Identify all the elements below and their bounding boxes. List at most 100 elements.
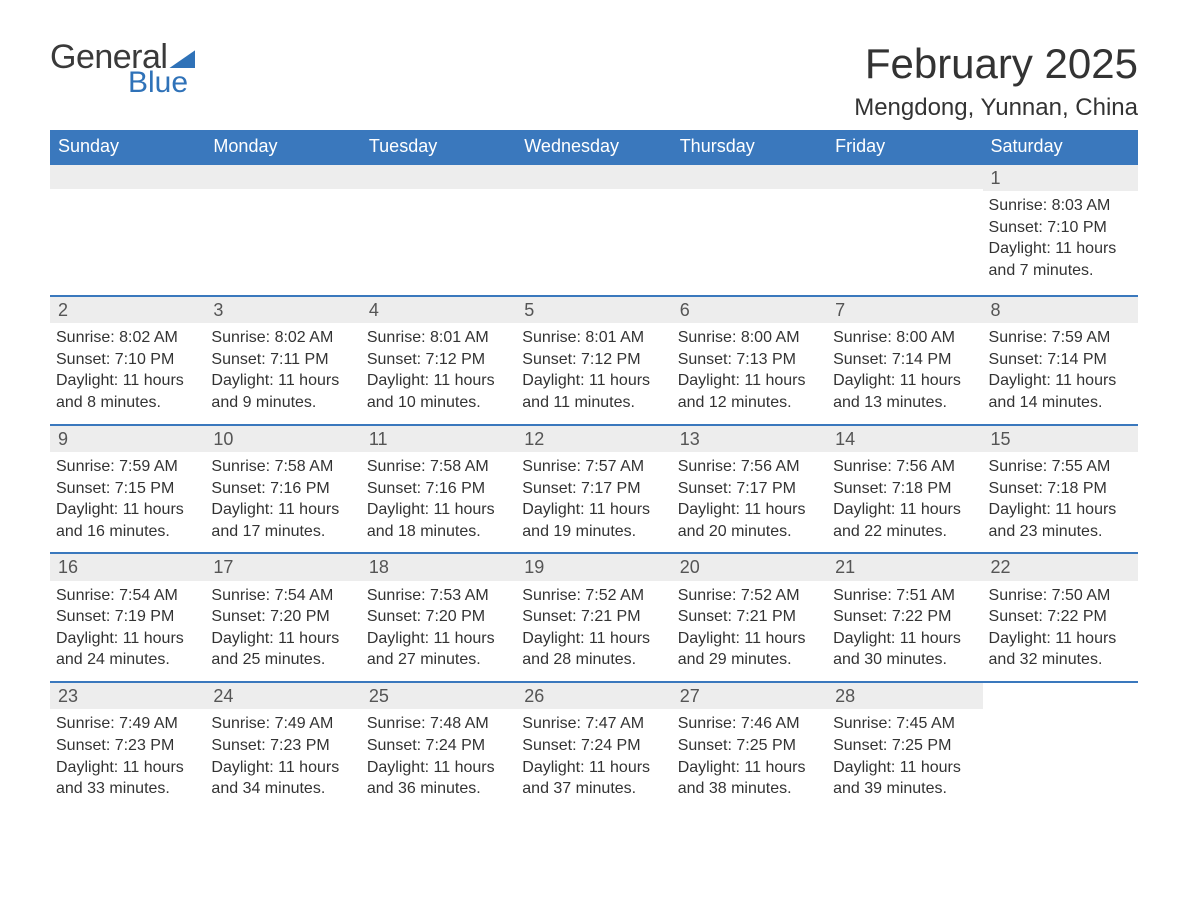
day-cell <box>50 165 205 295</box>
sunset-line: Sunset: 7:11 PM <box>211 349 354 371</box>
day-number-bar <box>672 165 827 189</box>
day-number: 10 <box>205 426 241 452</box>
week-row: 1Sunrise: 8:03 AMSunset: 7:10 PMDaylight… <box>50 163 1138 295</box>
day-number-bar: 23 <box>50 683 205 709</box>
daylight-line: Daylight: 11 hours and 13 minutes. <box>833 370 976 413</box>
day-number: 21 <box>827 554 863 580</box>
sunrise-line: Sunrise: 7:54 AM <box>211 585 354 607</box>
day-number-bar <box>827 165 982 189</box>
daylight-line: Daylight: 11 hours and 17 minutes. <box>211 499 354 542</box>
sunrise-line: Sunrise: 8:02 AM <box>211 327 354 349</box>
day-number: 18 <box>361 554 397 580</box>
daylight-line: Daylight: 11 hours and 23 minutes. <box>989 499 1132 542</box>
week-row: 23Sunrise: 7:49 AMSunset: 7:23 PMDayligh… <box>50 681 1138 810</box>
logo-text-blue: Blue <box>128 68 195 98</box>
day-cell <box>827 165 982 295</box>
daylight-line: Daylight: 11 hours and 39 minutes. <box>833 757 976 800</box>
daylight-line: Daylight: 11 hours and 12 minutes. <box>678 370 821 413</box>
daylight-line: Daylight: 11 hours and 20 minutes. <box>678 499 821 542</box>
sunset-line: Sunset: 7:16 PM <box>367 478 510 500</box>
day-number-bar: 20 <box>672 554 827 580</box>
day-number: 11 <box>361 426 396 452</box>
logo: General Blue <box>50 40 195 98</box>
sunset-line: Sunset: 7:16 PM <box>211 478 354 500</box>
daylight-line: Daylight: 11 hours and 16 minutes. <box>56 499 199 542</box>
day-cell: 27Sunrise: 7:46 AMSunset: 7:25 PMDayligh… <box>672 683 827 810</box>
day-cell <box>983 683 1138 810</box>
day-number-bar: 12 <box>516 426 671 452</box>
day-number: 28 <box>827 683 863 709</box>
week-row: 9Sunrise: 7:59 AMSunset: 7:15 PMDaylight… <box>50 424 1138 553</box>
day-cell: 17Sunrise: 7:54 AMSunset: 7:20 PMDayligh… <box>205 554 360 681</box>
daylight-line: Daylight: 11 hours and 18 minutes. <box>367 499 510 542</box>
day-number-bar: 14 <box>827 426 982 452</box>
daylight-line: Daylight: 11 hours and 37 minutes. <box>522 757 665 800</box>
location-subtitle: Mengdong, Yunnan, China <box>854 94 1138 122</box>
daylight-line: Daylight: 11 hours and 36 minutes. <box>367 757 510 800</box>
day-cell: 1Sunrise: 8:03 AMSunset: 7:10 PMDaylight… <box>983 165 1138 295</box>
page-header: General Blue February 2025 Mengdong, Yun… <box>50 40 1138 122</box>
daylight-line: Daylight: 11 hours and 33 minutes. <box>56 757 199 800</box>
sunrise-line: Sunrise: 7:49 AM <box>56 713 199 735</box>
sunset-line: Sunset: 7:20 PM <box>211 606 354 628</box>
daylight-line: Daylight: 11 hours and 29 minutes. <box>678 628 821 671</box>
daylight-line: Daylight: 11 hours and 30 minutes. <box>833 628 976 671</box>
sunset-line: Sunset: 7:12 PM <box>367 349 510 371</box>
sunset-line: Sunset: 7:12 PM <box>522 349 665 371</box>
day-number-bar <box>516 165 671 189</box>
day-number-bar: 22 <box>983 554 1138 580</box>
day-number-bar: 10 <box>205 426 360 452</box>
sunrise-line: Sunrise: 7:47 AM <box>522 713 665 735</box>
day-cell: 7Sunrise: 8:00 AMSunset: 7:14 PMDaylight… <box>827 297 982 424</box>
calendar: SundayMondayTuesdayWednesdayThursdayFrid… <box>50 130 1138 810</box>
day-number-bar: 1 <box>983 165 1138 191</box>
day-cell: 18Sunrise: 7:53 AMSunset: 7:20 PMDayligh… <box>361 554 516 681</box>
weekday-header-cell: Wednesday <box>516 130 671 163</box>
sunrise-line: Sunrise: 7:55 AM <box>989 456 1132 478</box>
weekday-header-cell: Friday <box>827 130 982 163</box>
sunset-line: Sunset: 7:23 PM <box>56 735 199 757</box>
day-cell: 28Sunrise: 7:45 AMSunset: 7:25 PMDayligh… <box>827 683 982 810</box>
weekday-header-cell: Thursday <box>672 130 827 163</box>
day-number-bar: 9 <box>50 426 205 452</box>
day-number-bar: 5 <box>516 297 671 323</box>
day-number-bar: 13 <box>672 426 827 452</box>
day-number-bar: 3 <box>205 297 360 323</box>
sunrise-line: Sunrise: 8:00 AM <box>833 327 976 349</box>
day-number-bar: 26 <box>516 683 671 709</box>
day-cell <box>672 165 827 295</box>
day-cell: 20Sunrise: 7:52 AMSunset: 7:21 PMDayligh… <box>672 554 827 681</box>
sunrise-line: Sunrise: 7:50 AM <box>989 585 1132 607</box>
day-number: 26 <box>516 683 552 709</box>
month-title: February 2025 <box>854 40 1138 88</box>
sunset-line: Sunset: 7:10 PM <box>56 349 199 371</box>
sunrise-line: Sunrise: 8:00 AM <box>678 327 821 349</box>
day-cell: 5Sunrise: 8:01 AMSunset: 7:12 PMDaylight… <box>516 297 671 424</box>
sunrise-line: Sunrise: 7:59 AM <box>56 456 199 478</box>
sunrise-line: Sunrise: 7:58 AM <box>211 456 354 478</box>
day-number: 25 <box>361 683 397 709</box>
sunrise-line: Sunrise: 8:01 AM <box>522 327 665 349</box>
day-number: 7 <box>827 297 853 323</box>
sunset-line: Sunset: 7:22 PM <box>989 606 1132 628</box>
day-cell: 11 Sunrise: 7:58 AMSunset: 7:16 PMDayligh… <box>361 426 516 553</box>
day-number-bar <box>361 165 516 189</box>
day-cell: 15Sunrise: 7:55 AMSunset: 7:18 PMDayligh… <box>983 426 1138 553</box>
day-cell: 24Sunrise: 7:49 AMSunset: 7:23 PMDayligh… <box>205 683 360 810</box>
daylight-line: Daylight: 11 hours and 38 minutes. <box>678 757 821 800</box>
sunrise-line: Sunrise: 8:02 AM <box>56 327 199 349</box>
weekday-header-cell: Tuesday <box>361 130 516 163</box>
weekday-header-cell: Saturday <box>983 130 1138 163</box>
sunrise-line: Sunrise: 7:58 AM <box>367 456 510 478</box>
sunrise-line: Sunrise: 7:52 AM <box>678 585 821 607</box>
day-number-bar: 18 <box>361 554 516 580</box>
sunset-line: Sunset: 7:18 PM <box>833 478 976 500</box>
sunrise-line: Sunrise: 8:03 AM <box>989 195 1132 217</box>
sunset-line: Sunset: 7:21 PM <box>522 606 665 628</box>
day-cell: 26Sunrise: 7:47 AMSunset: 7:24 PMDayligh… <box>516 683 671 810</box>
day-number-bar: 16 <box>50 554 205 580</box>
day-cell: 19Sunrise: 7:52 AMSunset: 7:21 PMDayligh… <box>516 554 671 681</box>
day-number-bar: 21 <box>827 554 982 580</box>
day-number-bar: 4 <box>361 297 516 323</box>
daylight-line: Daylight: 11 hours and 32 minutes. <box>989 628 1132 671</box>
